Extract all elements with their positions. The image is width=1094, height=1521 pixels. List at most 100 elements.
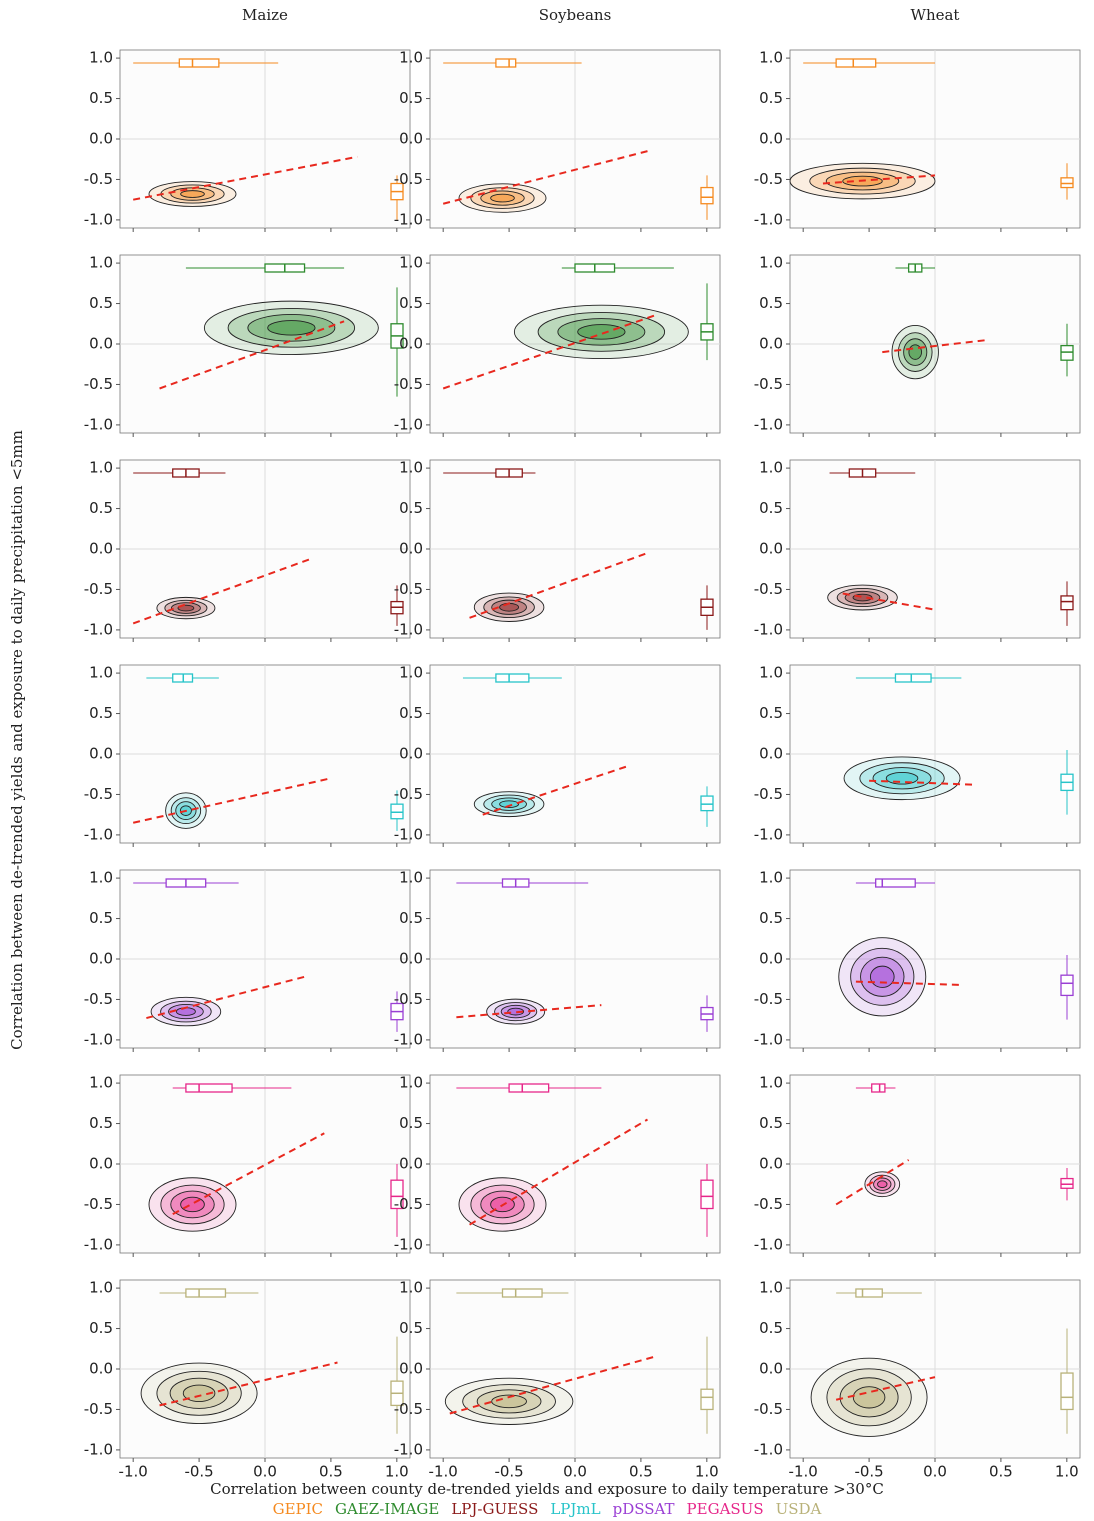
y-tick-label: -0.5 xyxy=(84,1195,113,1213)
density-contour xyxy=(480,190,525,206)
y-tick-label: -1.0 xyxy=(394,210,423,228)
y-tick-label: -1.0 xyxy=(84,1440,113,1458)
y-tick-label: 1.0 xyxy=(89,1279,113,1297)
y-tick-label: 0.0 xyxy=(399,335,423,353)
y-tick-label: 0.0 xyxy=(759,745,783,763)
fit-line xyxy=(132,155,358,201)
y-tick-label: -1.0 xyxy=(84,620,113,638)
y-tick-label: 0.5 xyxy=(89,89,113,107)
density-contour xyxy=(247,314,336,342)
y-tick-label: 0.5 xyxy=(89,294,113,312)
y-tick-label: 0.5 xyxy=(399,294,423,312)
y-tick-label: -1.0 xyxy=(84,1235,113,1253)
legend-entry: GAEZ-IMAGE xyxy=(335,1500,439,1518)
y-tick-label: -1.0 xyxy=(84,1030,113,1048)
box xyxy=(700,1388,714,1411)
box xyxy=(1060,1372,1074,1411)
x-tick-label: 1.0 xyxy=(695,1463,719,1481)
density-contour xyxy=(499,602,520,612)
panel: 1.0 0.5 0.0 -0.5 -1.0 xyxy=(394,254,721,437)
density-contour xyxy=(507,1007,525,1016)
density-contour xyxy=(843,756,961,801)
y-tick-label: 0.5 xyxy=(399,89,423,107)
density-contour xyxy=(903,338,928,366)
y-tick-label: -0.5 xyxy=(754,990,783,1008)
legend-entry: LPJmL xyxy=(550,1500,600,1518)
fit-line xyxy=(835,1159,910,1206)
density-contour xyxy=(872,767,932,790)
box xyxy=(495,673,530,683)
y-tick-label: -1.0 xyxy=(394,1030,423,1048)
y-tick-label: 0.0 xyxy=(89,335,113,353)
density-contour xyxy=(175,1007,196,1016)
panel: 1.0 0.5 0.0 -0.5 -1.0 xyxy=(394,869,721,1052)
y-tick-label: 0.5 xyxy=(759,1114,783,1132)
panel: 1.0 0.5 0.0 -0.5 -1.0 -1.0 -0.5 0.0 0.5 1.0 xyxy=(84,1279,411,1481)
y-tick-label: -0.5 xyxy=(84,1400,113,1418)
y-tick-label: -1.0 xyxy=(754,825,783,843)
panel: 1.0 0.5 0.0 -0.5 -1.0 xyxy=(84,664,411,847)
density-contour xyxy=(267,320,316,336)
density-contour xyxy=(444,1377,574,1425)
density-contour xyxy=(873,1177,892,1191)
y-tick-label: 0.0 xyxy=(89,130,113,148)
y-tick-label: -0.5 xyxy=(84,580,113,598)
y-tick-label: -1.0 xyxy=(84,825,113,843)
y-tick-label: -0.5 xyxy=(754,170,783,188)
y-tick-label: 0.5 xyxy=(759,499,783,517)
density-contour xyxy=(839,1377,899,1418)
fit-line xyxy=(482,765,629,816)
x-tick-label: 1.0 xyxy=(1055,1463,1079,1481)
panel: 1.0 0.5 0.0 -0.5 -1.0 xyxy=(84,459,411,642)
x-tick-label: 0.5 xyxy=(989,1463,1013,1481)
y-tick-label: -0.5 xyxy=(754,1400,783,1418)
legend-entry: pDSSAT xyxy=(613,1500,675,1518)
panel: 1.0 0.5 0.0 -0.5 -1.0 xyxy=(84,869,411,1052)
panel: 1.0 0.5 0.0 -0.5 -1.0 xyxy=(394,1074,721,1257)
panel: 1.0 0.5 0.0 -0.5 -1.0 xyxy=(754,664,1081,847)
y-tick-label: 0.5 xyxy=(399,909,423,927)
y-tick-label: 0.5 xyxy=(89,909,113,927)
y-tick-label: 1.0 xyxy=(759,1074,783,1092)
density-contour xyxy=(860,956,905,997)
density-contour xyxy=(140,1362,258,1424)
density-contour xyxy=(844,590,881,605)
box xyxy=(875,878,916,888)
density-contour xyxy=(499,800,520,809)
panel: 1.0 0.5 0.0 -0.5 -1.0 xyxy=(754,49,1081,232)
fit-line xyxy=(132,557,312,625)
y-tick-label: -0.5 xyxy=(394,580,423,598)
x-tick-label: -0.5 xyxy=(494,1463,523,1481)
box xyxy=(185,1083,233,1093)
y-tick-label: -0.5 xyxy=(84,785,113,803)
y-tick-label: 1.0 xyxy=(759,869,783,887)
density-contour xyxy=(491,797,527,811)
density-contour xyxy=(169,1377,229,1409)
y-tick-label: 1.0 xyxy=(399,1279,423,1297)
y-tick-label: -0.5 xyxy=(394,990,423,1008)
density-contour xyxy=(476,1389,542,1414)
x-tick-label: -0.5 xyxy=(184,1463,213,1481)
fit-line xyxy=(146,975,305,1020)
y-tick-label: -1.0 xyxy=(754,210,783,228)
y-tick-label: 1.0 xyxy=(89,49,113,67)
box xyxy=(495,58,517,68)
panel: 1.0 0.5 0.0 -0.5 -1.0 xyxy=(394,459,721,642)
fit-line xyxy=(822,174,936,185)
fit-line xyxy=(842,592,936,611)
y-tick-label: 1.0 xyxy=(399,664,423,682)
y-tick-label: 0.0 xyxy=(759,130,783,148)
y-tick-label: 0.0 xyxy=(399,1360,423,1378)
density-contour xyxy=(537,311,666,352)
y-axis-title: Correlation between de-trended yields an… xyxy=(8,430,26,1050)
y-tick-label: 0.5 xyxy=(759,1319,783,1337)
density-contour xyxy=(869,965,895,988)
box xyxy=(894,673,932,683)
fit-line xyxy=(159,1361,338,1407)
x-tick-label: -0.5 xyxy=(854,1463,883,1481)
y-tick-label: -0.5 xyxy=(84,375,113,393)
y-tick-label: 0.0 xyxy=(759,335,783,353)
y-tick-label: 0.0 xyxy=(399,1155,423,1173)
